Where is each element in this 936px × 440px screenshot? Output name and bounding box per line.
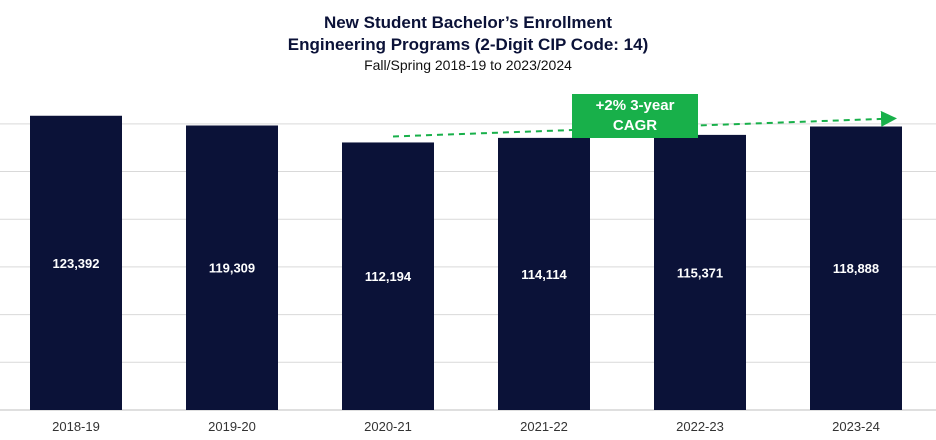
x-tick-label-2021-22: 2021-22 bbox=[520, 419, 568, 434]
chart-title: New Student Bachelor’s Enrollment bbox=[323, 13, 613, 32]
cagr-callout: +2% 3-year CAGR bbox=[572, 94, 698, 138]
data-label-2018-19: 123,392 bbox=[53, 256, 100, 271]
data-label-2021-22: 114,114 bbox=[521, 267, 567, 282]
x-tick-label-2020-21: 2020-21 bbox=[364, 419, 412, 434]
data-label-2020-21: 112,194 bbox=[365, 269, 412, 284]
data-label-2022-23: 115,371 bbox=[677, 265, 723, 280]
cagr-callout-line1: +2% 3-year bbox=[595, 97, 675, 114]
chart-subtitle: Engineering Programs (2-Digit CIP Code: … bbox=[287, 35, 649, 54]
x-tick-label-2023-24: 2023-24 bbox=[832, 419, 880, 434]
x-tick-label-2022-23: 2022-23 bbox=[676, 419, 724, 434]
bar-2022-23 bbox=[654, 134, 746, 411]
bar-2018-19 bbox=[30, 115, 122, 410]
chart-titles: New Student Bachelor’s Enrollment Engine… bbox=[0, 12, 936, 74]
data-label-2023-24: 118,888 bbox=[833, 261, 879, 276]
bar-2021-22 bbox=[498, 137, 590, 410]
bar-2019-20 bbox=[186, 125, 278, 410]
x-tick-label-2019-20: 2019-20 bbox=[208, 419, 256, 434]
cagr-callout-line2: CAGR bbox=[612, 117, 658, 134]
x-tick-label-2018-19: 2018-19 bbox=[52, 419, 100, 434]
bar-2020-21 bbox=[342, 142, 434, 411]
chart-subtitle-period: Fall/Spring 2018-19 to 2023/2024 bbox=[364, 57, 572, 73]
bar-2023-24 bbox=[810, 126, 902, 410]
data-label-2019-20: 119,309 bbox=[209, 261, 255, 276]
